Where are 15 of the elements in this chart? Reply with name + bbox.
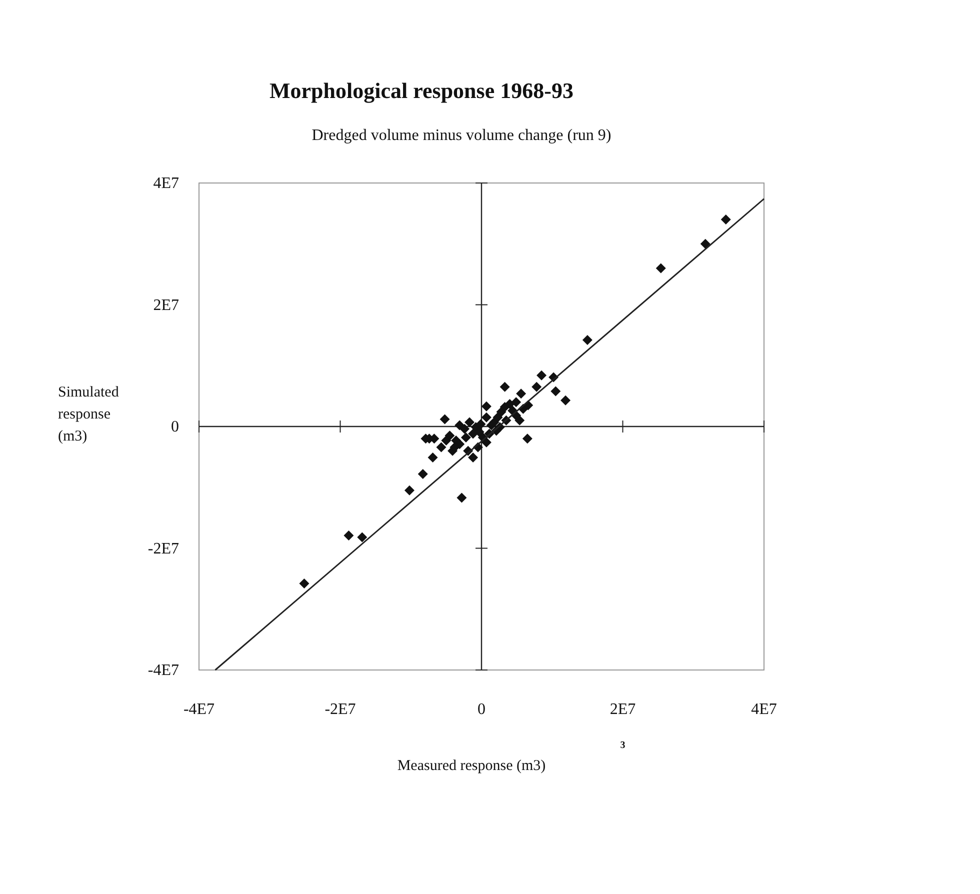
x-tick-label: 0 xyxy=(478,701,486,718)
chart-title: Morphological response 1968-93 xyxy=(270,78,574,103)
x-tick-label: 4E7 xyxy=(751,701,777,718)
y-tick-label: 2E7 xyxy=(153,296,179,314)
y-tick-label: -4E7 xyxy=(148,662,179,679)
text: 3 xyxy=(620,740,626,751)
x-tick-label: -4E7 xyxy=(183,701,215,718)
x-tick-label: 2E7 xyxy=(610,701,636,718)
y-tick-label: -2E7 xyxy=(148,540,179,558)
y-tick-label: 0 xyxy=(171,418,179,436)
x-axis-title: Measured response (m3) xyxy=(397,758,546,774)
x-tick-label: -2E7 xyxy=(324,701,356,718)
y-axis-title: Simulated response (m3) xyxy=(58,384,120,444)
y-tick-label: 4E7 xyxy=(153,175,179,192)
chart-subtitle: Dredged volume minus volume change (run 9) xyxy=(312,127,612,144)
